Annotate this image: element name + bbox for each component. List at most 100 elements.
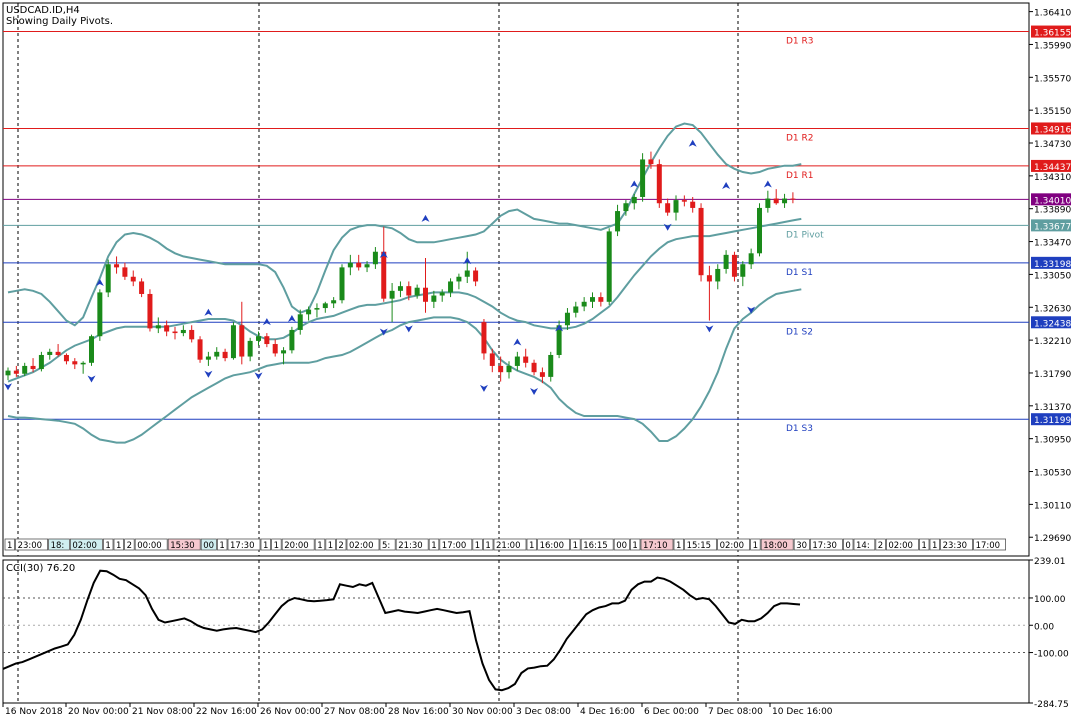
candle-body (372, 251, 378, 265)
candle-body (531, 362, 537, 373)
bollinger-bands-layer (7, 122, 802, 444)
price-axis[interactable]: 1.36155 1.34916 1.34437 1.33677 1.33198 1.324… (1029, 9, 1071, 545)
candle-body (498, 365, 504, 373)
pivot-price-tag-bg (1031, 122, 1071, 135)
fractal-down-marker (4, 383, 12, 391)
candle-body (431, 295, 437, 302)
session-label-box: 2 (875, 538, 886, 551)
session-label-text: 1 (105, 541, 110, 551)
pivot-price-tag: 1.32438 (1031, 316, 1071, 329)
session-label-bg (335, 538, 347, 551)
session-label-box: 1 (630, 538, 641, 551)
session-label-box: 1 (919, 538, 930, 551)
session-label-text: 17:00 (976, 541, 1001, 551)
candle (289, 326, 295, 354)
candle-body (239, 325, 245, 357)
candle-body (130, 276, 136, 282)
time-axis[interactable]: 16 Nov 2018 20 Nov 00:00 21 Nov 08:00 22 No… (2, 703, 833, 717)
session-label-text: 1 (632, 541, 637, 551)
candle (456, 273, 462, 290)
session-label-text: 15:15 (687, 541, 712, 551)
time-tick-label: 22 Nov 16:00 (196, 707, 257, 717)
session-label-text: 1 (932, 541, 937, 551)
candle-body (5, 370, 11, 376)
candle-body (564, 312, 570, 326)
session-label-box: 23:00 (15, 538, 49, 551)
session-label-text: 02:00 (888, 541, 913, 551)
candle (230, 322, 236, 360)
price-tick-label: 1.33470 (1034, 239, 1071, 249)
candle-body (523, 356, 529, 363)
session-label-text: 1 (328, 541, 333, 551)
candle (481, 319, 487, 360)
candle-body (581, 301, 587, 307)
cci-line (2, 569, 801, 692)
session-label-bg (793, 538, 810, 551)
pivot-price-tag: 1.33677 (1031, 219, 1071, 232)
time-tick-label: 28 Nov 16:00 (388, 707, 449, 717)
candle (381, 226, 387, 302)
last-price-tag-label: 1.34010 (1034, 196, 1071, 206)
session-label-text: 1 (431, 541, 436, 551)
session-label-box: 16:00 (537, 538, 570, 551)
candle (356, 254, 362, 271)
candle (731, 251, 737, 282)
session-label-box: 02:00 (717, 538, 750, 551)
candle-body (122, 267, 128, 277)
price-tick-label: 1.30530 (1034, 469, 1071, 479)
candle (322, 301, 328, 313)
candle (539, 367, 545, 384)
price-tick-label: 1.30110 (1034, 501, 1071, 511)
candle-body (314, 308, 320, 310)
candle-body (147, 293, 153, 329)
candle (347, 254, 353, 276)
session-label-bg (526, 538, 538, 551)
candle-body (38, 354, 44, 370)
candle-body (640, 159, 646, 197)
cci-tick-label: 0.00 (1034, 622, 1054, 632)
time-tick-label: 6 Dec 00:00 (644, 707, 699, 717)
candle-body (55, 351, 61, 355)
candle (406, 281, 412, 301)
time-tick-label: 26 Nov 00:00 (260, 707, 321, 717)
session-label-box: 1 (271, 538, 282, 551)
price-tick-label: 1.36410 (1034, 9, 1071, 19)
pivot-price-tag: 1.34437 (1031, 159, 1071, 173)
candle-body (281, 350, 287, 354)
candle-body (448, 281, 454, 293)
candle-body (80, 362, 86, 365)
session-label-bg (580, 538, 614, 551)
fractal-down-marker (379, 328, 388, 336)
candle (598, 292, 604, 307)
session-label-box: 30 (793, 538, 810, 551)
candle-body (197, 339, 203, 360)
candle-body (456, 276, 462, 282)
candle (364, 261, 370, 273)
session-label-box: 1 (526, 538, 538, 551)
candle (615, 204, 621, 237)
time-tick-label: 21 Nov 08:00 (132, 707, 193, 717)
candle (105, 259, 111, 298)
time-tick-label: 16 Nov 2018 (5, 707, 63, 717)
candle (673, 195, 679, 221)
session-label-text: 1 (317, 541, 322, 551)
candle (631, 193, 637, 210)
session-label-text: 02:00 (349, 541, 374, 551)
candle (30, 358, 36, 373)
cci-tick-label: 100.00 (1034, 595, 1066, 605)
session-label-box: 00:00 (134, 538, 168, 551)
session-label-bg (929, 538, 941, 551)
session-label-bg (684, 538, 717, 551)
session-label-bg (15, 538, 49, 551)
session-label-text: 00 (616, 541, 627, 551)
fractal-down-marker (530, 387, 539, 395)
pivot-price-tag: 1.31199 (1031, 413, 1071, 426)
session-label-box: 00 (200, 538, 217, 551)
fractal-down-marker (479, 384, 488, 392)
pivot-level-name: D1 S2 (786, 327, 813, 337)
price-tick-label: 1.33890 (1034, 206, 1071, 216)
session-label-box: 2 (124, 538, 135, 551)
session-label-box: 17:00 (439, 538, 473, 551)
